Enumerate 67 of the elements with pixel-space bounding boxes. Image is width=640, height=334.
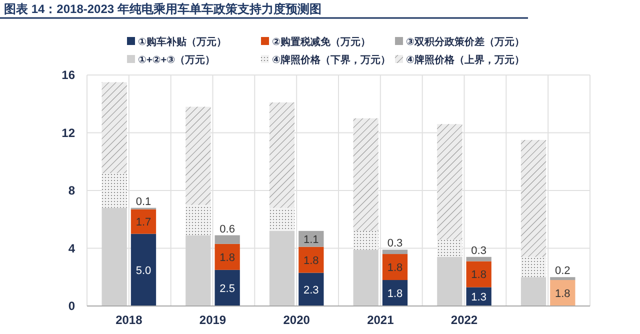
bar bbox=[269, 230, 295, 306]
bar bbox=[437, 240, 462, 257]
bar bbox=[298, 230, 324, 247]
data-label: 2.5 bbox=[220, 282, 235, 295]
bar bbox=[353, 230, 378, 250]
y-tick-label: 4 bbox=[68, 241, 76, 256]
x-tick-label: 2018 bbox=[116, 313, 143, 327]
bar bbox=[102, 208, 127, 306]
legend-label: ④牌照价格（下界，万元） bbox=[272, 54, 390, 66]
bar bbox=[269, 208, 295, 231]
data-label: 1.8 bbox=[471, 269, 486, 282]
data-label: 5.0 bbox=[136, 264, 152, 277]
y-tick-label: 8 bbox=[68, 184, 76, 198]
bar bbox=[130, 209, 156, 234]
y-tick-label: 16 bbox=[62, 68, 76, 82]
legend-label: ①+②+③（万元） bbox=[138, 54, 216, 66]
legend-label: ④牌照价格（上界，万元） bbox=[406, 54, 524, 66]
y-tick-label: 12 bbox=[62, 126, 76, 140]
data-label: 0.6 bbox=[220, 223, 235, 236]
data-label: 1.8 bbox=[304, 254, 319, 267]
data-label: 1.7 bbox=[136, 216, 152, 229]
x-tick-label: 2019 bbox=[199, 313, 226, 327]
bar bbox=[102, 173, 127, 208]
y-tick-label: 0 bbox=[68, 299, 76, 313]
data-label: 1.3 bbox=[471, 292, 486, 304]
bar bbox=[353, 250, 378, 306]
data-label: 0.3 bbox=[471, 244, 486, 257]
bar bbox=[269, 102, 295, 208]
bar bbox=[186, 235, 211, 306]
data-label: 1.1 bbox=[304, 234, 319, 246]
x-tick-label: 2020 bbox=[283, 313, 310, 327]
data-label: 0.1 bbox=[136, 196, 152, 208]
bar bbox=[550, 277, 576, 280]
x-tick-label: 2022 bbox=[450, 313, 478, 327]
bar bbox=[102, 82, 127, 174]
bar bbox=[298, 272, 324, 306]
bar bbox=[186, 204, 211, 236]
bar bbox=[466, 256, 492, 262]
bar bbox=[214, 270, 240, 306]
bar bbox=[130, 234, 156, 306]
bar bbox=[437, 124, 462, 240]
x-tick-label: 2021 bbox=[367, 313, 394, 327]
bar bbox=[550, 280, 576, 306]
bar bbox=[353, 118, 378, 231]
bar bbox=[382, 280, 408, 306]
bar bbox=[214, 244, 240, 270]
legend-label: ③双积分政策价差（万元） bbox=[406, 36, 524, 48]
legend-label: ①购车补贴（万元） bbox=[138, 36, 226, 48]
data-label: 1.8 bbox=[387, 262, 403, 274]
data-label: 1.8 bbox=[555, 288, 570, 300]
legend-label: ②购置税减免（万元） bbox=[272, 36, 370, 48]
chart-title: 图表 14：2018-2023 年纯电乘用车单车政策支持力度预测图 bbox=[4, 2, 322, 16]
bar bbox=[520, 140, 546, 257]
bar bbox=[382, 250, 408, 254]
data-label: 1.8 bbox=[220, 252, 235, 264]
data-label: 0.3 bbox=[387, 238, 403, 250]
data-label: 0.2 bbox=[555, 265, 570, 278]
bar bbox=[520, 256, 546, 278]
bar bbox=[466, 261, 492, 288]
bar bbox=[437, 256, 462, 306]
bar bbox=[214, 235, 240, 244]
bar bbox=[186, 106, 211, 205]
data-label: 1.8 bbox=[387, 288, 403, 300]
data-label: 2.3 bbox=[304, 284, 319, 296]
bar bbox=[298, 246, 324, 273]
bar bbox=[520, 277, 546, 306]
bar bbox=[382, 254, 408, 280]
